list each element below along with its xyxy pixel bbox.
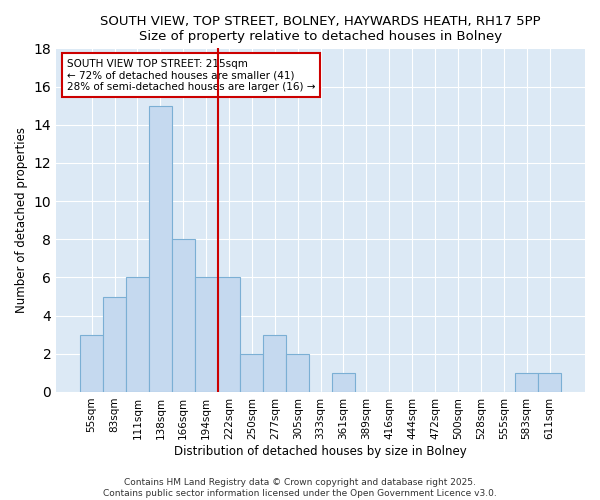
Bar — [241, 354, 263, 392]
Bar — [80, 334, 103, 392]
Bar — [263, 334, 286, 392]
Bar — [103, 296, 126, 392]
Title: SOUTH VIEW, TOP STREET, BOLNEY, HAYWARDS HEATH, RH17 5PP
Size of property relati: SOUTH VIEW, TOP STREET, BOLNEY, HAYWARDS… — [100, 15, 541, 43]
Bar — [332, 373, 355, 392]
Bar — [194, 278, 218, 392]
Y-axis label: Number of detached properties: Number of detached properties — [15, 127, 28, 313]
Bar — [149, 106, 172, 392]
Text: SOUTH VIEW TOP STREET: 215sqm
← 72% of detached houses are smaller (41)
28% of s: SOUTH VIEW TOP STREET: 215sqm ← 72% of d… — [67, 58, 315, 92]
X-axis label: Distribution of detached houses by size in Bolney: Distribution of detached houses by size … — [174, 444, 467, 458]
Bar — [172, 239, 194, 392]
Bar — [218, 278, 241, 392]
Bar — [538, 373, 561, 392]
Bar — [515, 373, 538, 392]
Text: Contains HM Land Registry data © Crown copyright and database right 2025.
Contai: Contains HM Land Registry data © Crown c… — [103, 478, 497, 498]
Bar — [286, 354, 309, 392]
Bar — [126, 278, 149, 392]
